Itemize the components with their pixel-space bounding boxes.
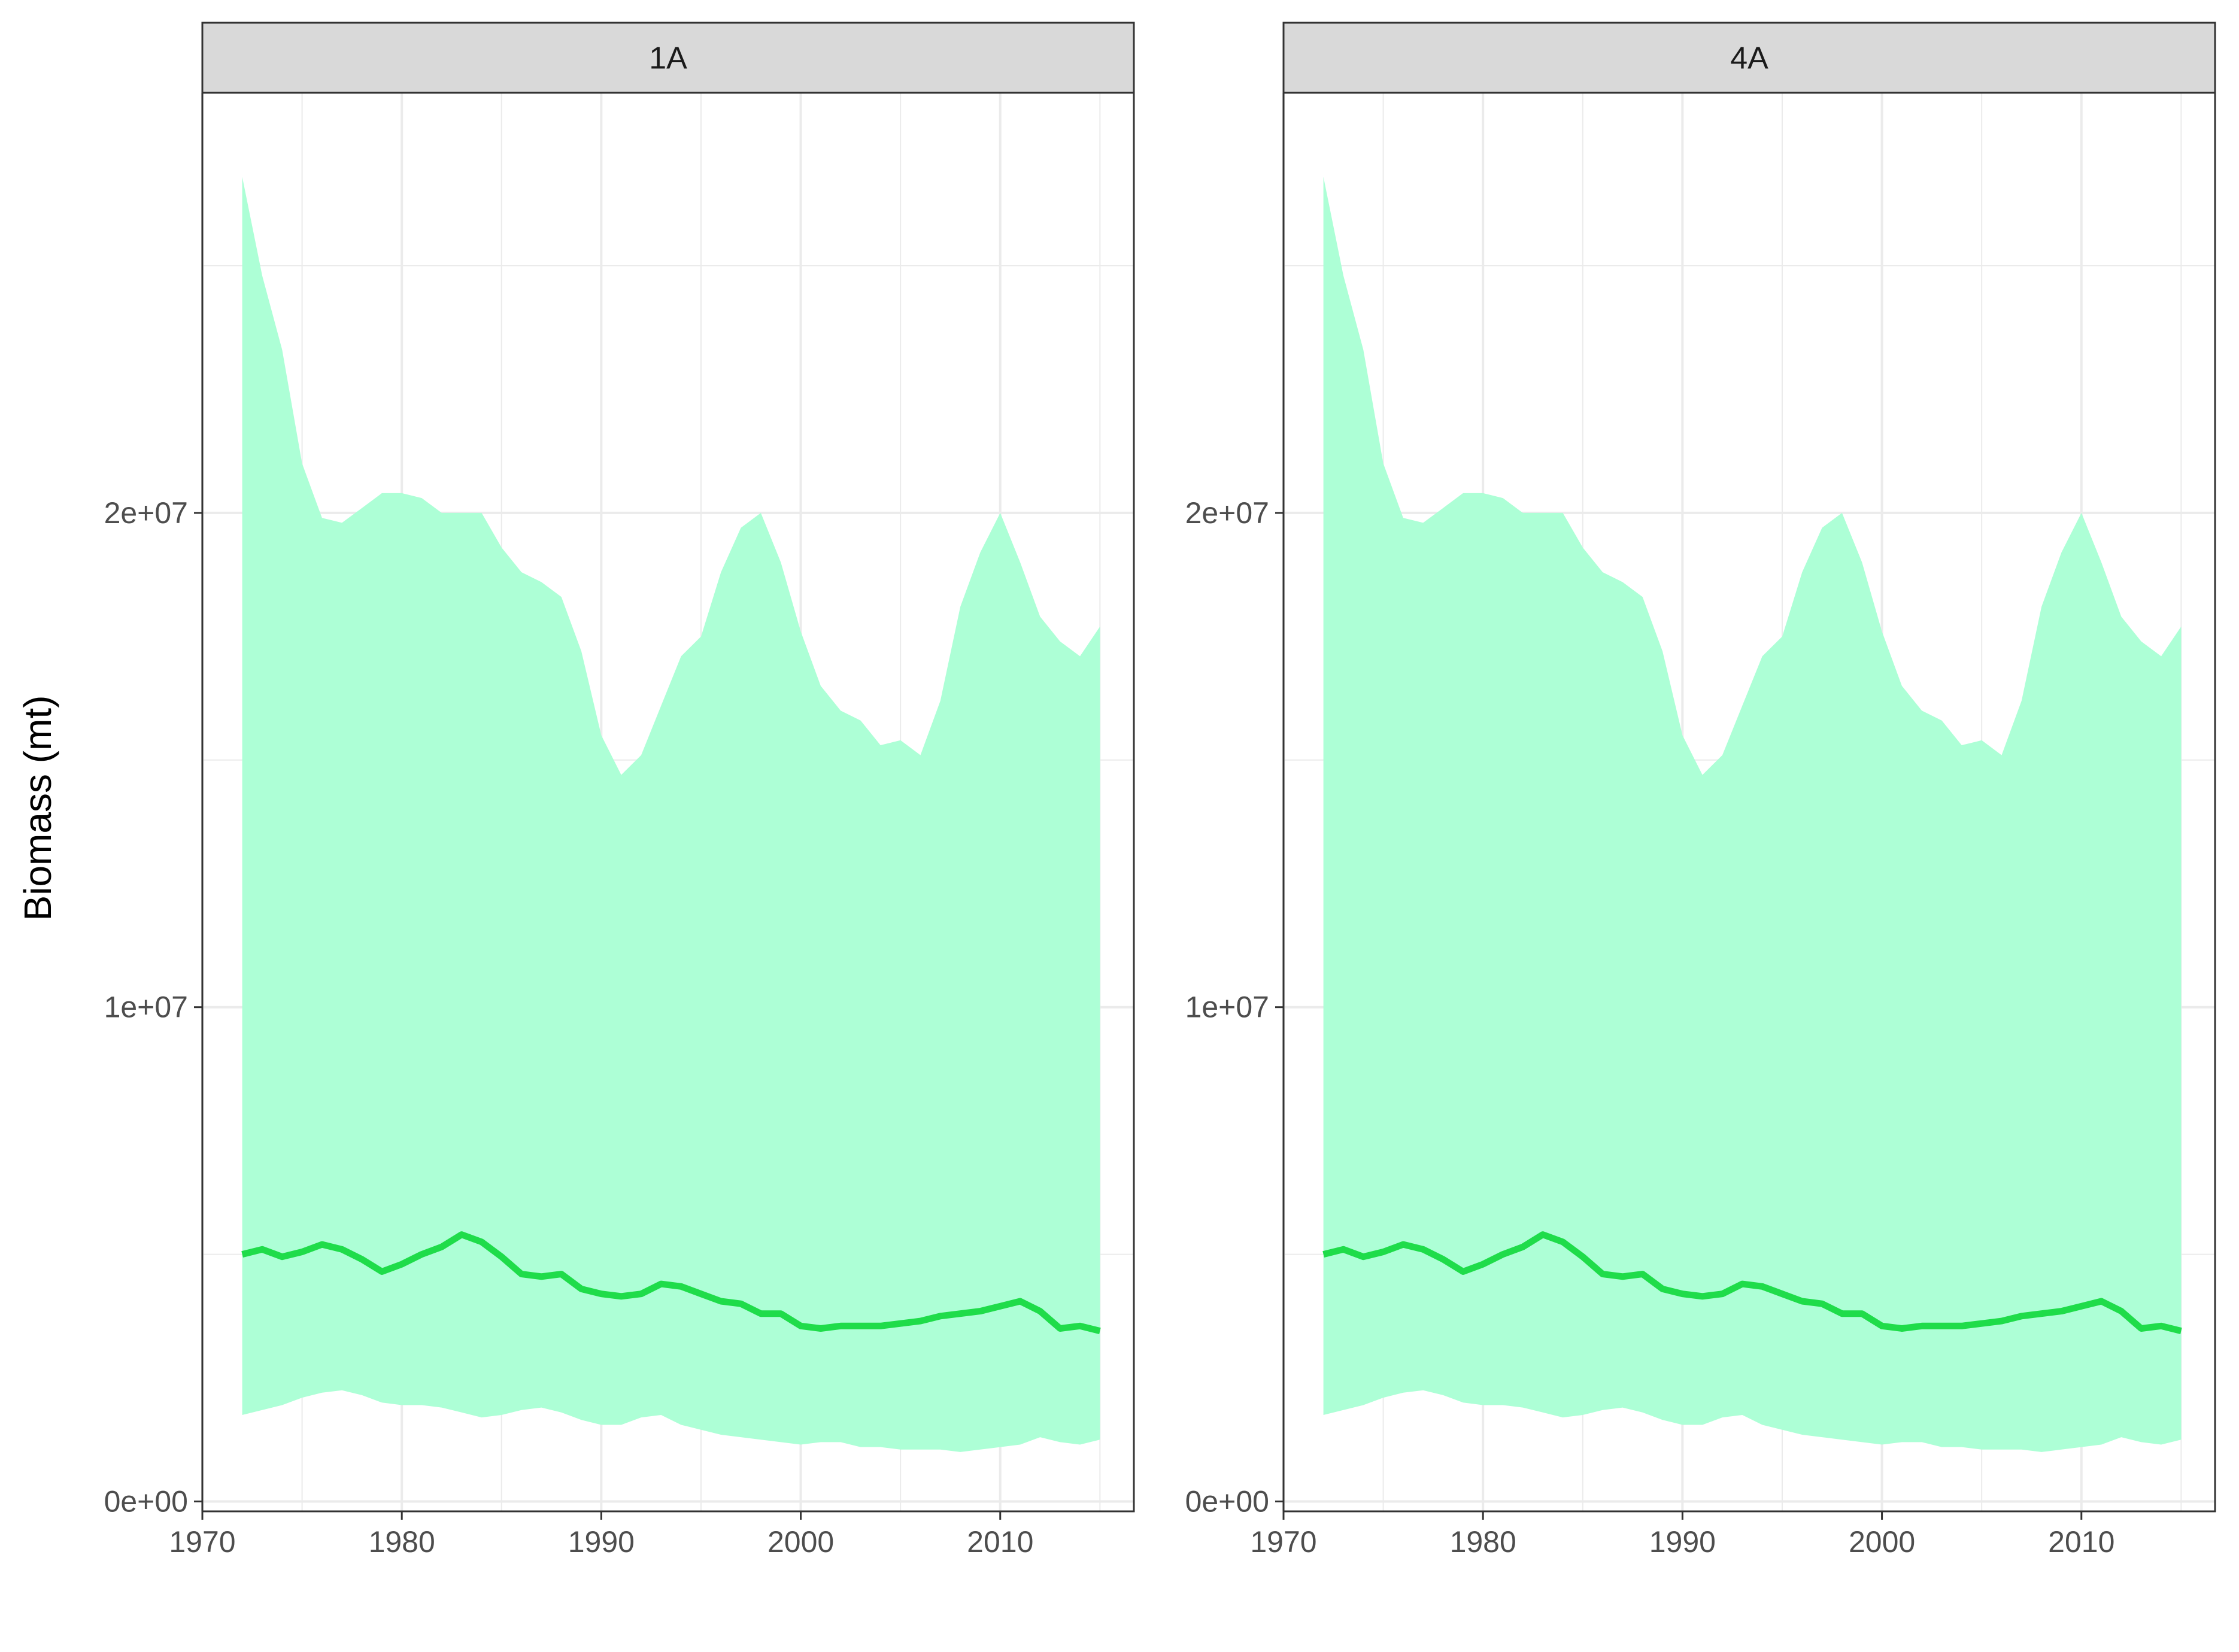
facet-strip-label: 1A xyxy=(649,41,687,76)
x-tick-label: 2010 xyxy=(967,1525,1033,1559)
x-tick-label: 1990 xyxy=(568,1525,635,1559)
y-tick-label: 2e+07 xyxy=(1185,496,1269,530)
panel-1A: 1A 1970 1980 1990 2000 2010 0e+00 1e+07 2e+07 xyxy=(104,22,1135,1559)
x-tick-label: 1980 xyxy=(1450,1525,1516,1559)
x-tick-label: 1990 xyxy=(1649,1525,1716,1559)
y-tick-label: 0e+00 xyxy=(1185,1484,1269,1518)
x-tick-label: 1970 xyxy=(169,1525,235,1559)
y-tick-label: 1e+07 xyxy=(104,991,188,1024)
x-tick-label: 2000 xyxy=(767,1525,834,1559)
x-tick-label: 2000 xyxy=(1849,1525,1915,1559)
y-axis-title: Biomass (mt) xyxy=(16,696,59,921)
facet-strip-label: 4A xyxy=(1730,41,1768,76)
y-tick-label: 2e+07 xyxy=(104,496,188,530)
confidence-band xyxy=(242,177,1100,1452)
x-tick-label: 1970 xyxy=(1250,1525,1316,1559)
confidence-band xyxy=(1323,177,2182,1452)
x-tick-label: 2010 xyxy=(2048,1525,2114,1559)
x-tick-label: 1980 xyxy=(369,1525,435,1559)
y-tick-label: 1e+07 xyxy=(1185,991,1269,1024)
y-tick-label: 0e+00 xyxy=(104,1484,188,1518)
facet-strip xyxy=(1282,22,2216,94)
median-line xyxy=(1322,1231,2182,1334)
panel-4A: 4A 1970 1980 1990 2000 2010 0e+00 1e+07 2e+07 xyxy=(1185,22,2216,1559)
facet-strip xyxy=(201,22,1135,94)
median-line xyxy=(241,1231,1101,1334)
